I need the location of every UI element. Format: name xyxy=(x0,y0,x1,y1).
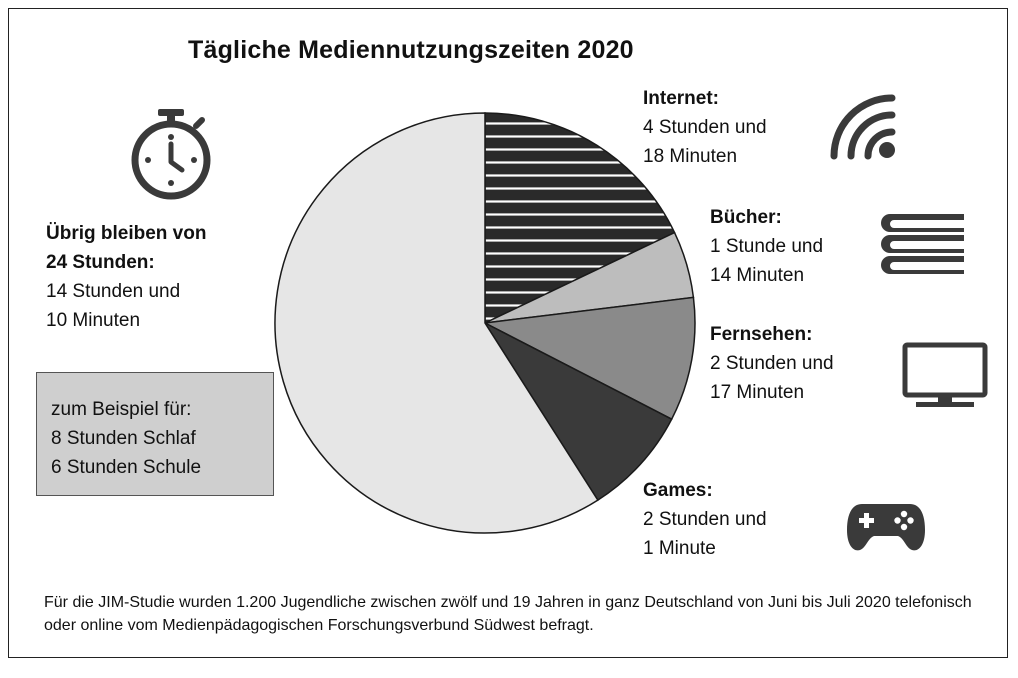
legend-buecher-heading: Bücher: xyxy=(710,207,782,228)
legend-fernsehen-line2: 17 Minuten xyxy=(710,382,805,403)
pie-slice-fernsehen xyxy=(482,296,696,421)
footnote: Für die JIM-Studie wurden 1.200 Jugendli… xyxy=(44,594,972,634)
example-line-2: 8 Stunden Schlaf xyxy=(51,428,196,449)
legend-games-heading: Games: xyxy=(643,480,713,501)
legend-games-line1: 2 Stunden und xyxy=(643,509,767,530)
legend-games: Games: 2 Stunden und 1 Minute xyxy=(643,476,767,563)
chart-title: Tägliche Mediennutzungszeiten 2020 xyxy=(188,36,634,64)
remaining-value-1: 14 Stunden und xyxy=(46,281,181,302)
stopwatch-icon xyxy=(131,109,211,200)
books-icon xyxy=(881,214,964,274)
legend-fernsehen-heading: Fernsehen: xyxy=(710,324,813,345)
legend-internet-line2: 18 Minuten xyxy=(643,146,738,167)
remaining-value-2: 10 Minuten xyxy=(46,310,141,331)
remaining-label: Übrig bleiben von 24 Stunden: 14 Stunden… xyxy=(46,219,206,335)
remaining-heading-1: Übrig bleiben von xyxy=(46,223,207,244)
legend-games-line2: 1 Minute xyxy=(643,538,716,559)
pie-slice--brig xyxy=(274,112,599,534)
example-line-1: zum Beispiel für: xyxy=(51,399,192,420)
wifi-icon xyxy=(830,94,896,160)
legend-internet-heading: Internet: xyxy=(643,88,719,109)
legend-internet: Internet: 4 Stunden und 18 Minuten xyxy=(643,84,767,171)
pie-slice-internet xyxy=(484,112,676,325)
pie-slice-games xyxy=(482,321,673,502)
legend-fernsehen: Fernsehen: 2 Stunden und 17 Minuten xyxy=(710,320,834,407)
legend-buecher-line2: 14 Minuten xyxy=(710,265,805,286)
legend-buecher-line1: 1 Stunde und xyxy=(710,236,824,257)
remaining-heading-2: 24 Stunden: xyxy=(46,252,155,273)
legend-internet-line1: 4 Stunden und xyxy=(643,117,767,138)
example-box: zum Beispiel für: 8 Stunden Schlaf 6 Stu… xyxy=(36,372,274,496)
legend-buecher: Bücher: 1 Stunde und 14 Minuten xyxy=(710,203,823,290)
example-line-3: 6 Stunden Schule xyxy=(51,457,202,478)
legend-fernsehen-line1: 2 Stunden und xyxy=(710,353,834,374)
tv-icon xyxy=(902,342,988,407)
gamepad-icon xyxy=(847,504,925,551)
figure-frame xyxy=(8,8,1008,658)
